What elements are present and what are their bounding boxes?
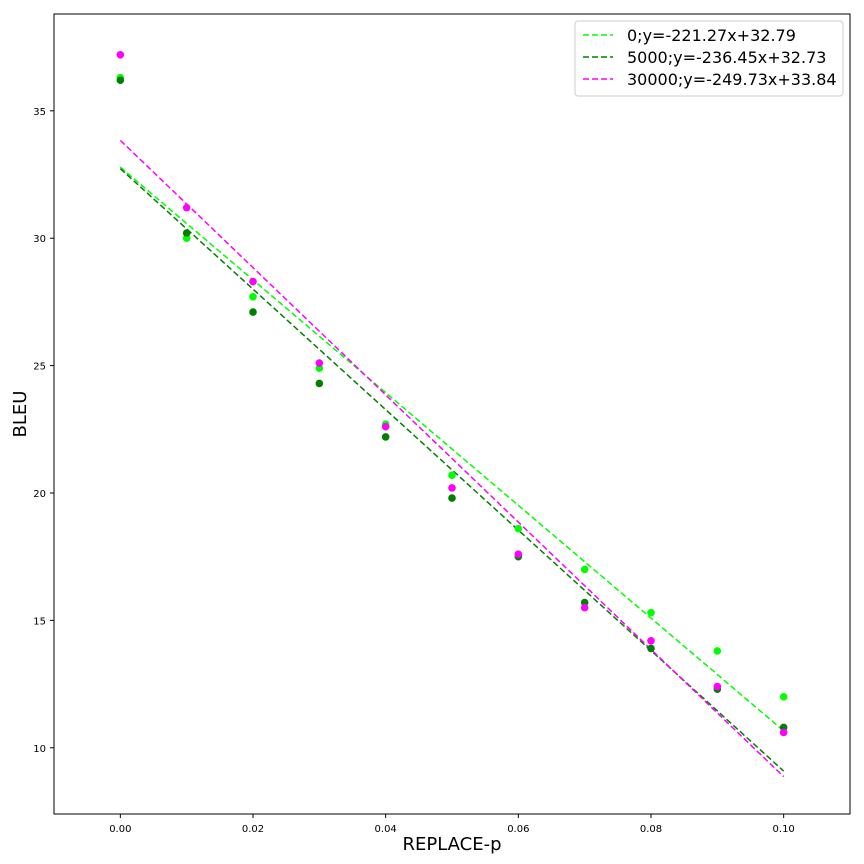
y-tick-label: 25: [33, 362, 46, 373]
data-point-series-2: [580, 603, 589, 612]
data-point-series-2: [779, 728, 788, 737]
data-point-series-1: [315, 379, 324, 388]
legend-label-0: 0;y=-221.27x+32.79: [627, 26, 796, 45]
legend-label-2: 30000;y=-249.73x+33.84: [627, 70, 837, 89]
data-point-series-0: [647, 608, 655, 617]
data-point-series-2: [514, 550, 523, 558]
fit-line-series-1: [119, 168, 785, 772]
data-point-series-2: [249, 277, 257, 286]
legend-box: [574, 20, 844, 97]
y-tick-label: 30: [33, 234, 46, 245]
plot-area: [53, 13, 851, 815]
data-point-series-1: [647, 644, 655, 653]
data-point-series-2: [315, 359, 324, 367]
data-point-series-2: [381, 422, 390, 431]
fit-line-series-2: [119, 139, 785, 778]
data-point-series-0: [713, 647, 722, 655]
fit-lines: [119, 139, 785, 778]
x-tick-label: 0.02: [242, 824, 264, 835]
legend: 0;y=-221.27x+32.79 5000;y=-236.45x+32.73 3…: [574, 20, 844, 97]
data-point-series-0: [249, 293, 257, 301]
x-tick-label: 0.08: [640, 824, 662, 835]
legend-label-1: 5000;y=-236.45x+32.73: [627, 48, 826, 67]
data-point-series-2: [647, 636, 655, 645]
data-point-series-1: [381, 433, 390, 441]
data-point-series-2: [448, 484, 456, 492]
fit-line-series-0: [119, 166, 785, 732]
data-point-series-0: [779, 693, 788, 701]
y-tick-label: 35: [33, 107, 46, 118]
x-tick-label: 0.06: [507, 824, 529, 835]
y-tick-label: 15: [33, 616, 46, 627]
data-point-series-1: [249, 308, 257, 316]
data-point-series-1: [182, 229, 191, 237]
data-point-series-2: [182, 203, 191, 212]
x-tick-label: 0.04: [375, 824, 397, 835]
data-point-series-1: [116, 76, 125, 85]
x-tick-label: 0.00: [109, 824, 131, 835]
data-point-series-0: [580, 565, 589, 574]
y-tick-label: 10: [33, 744, 46, 755]
data-point-series-2: [116, 50, 125, 59]
data-point-series-0: [448, 471, 456, 479]
data-point-series-2: [713, 682, 722, 691]
y-tick-label: 20: [33, 489, 46, 500]
x-axis-label: REPLACE-p: [402, 834, 501, 855]
y-axis-label: BLEU: [10, 391, 31, 438]
x-tick-label: 0.10: [773, 824, 795, 835]
data-points: [116, 50, 788, 737]
data-point-series-1: [448, 494, 456, 502]
data-point-series-0: [514, 524, 523, 533]
x-axis-ticks: 0.00 0.02 0.04 0.06 0.08 0.10: [109, 814, 795, 835]
y-axis-ticks: 10 15 20 25 30 35: [33, 107, 54, 755]
